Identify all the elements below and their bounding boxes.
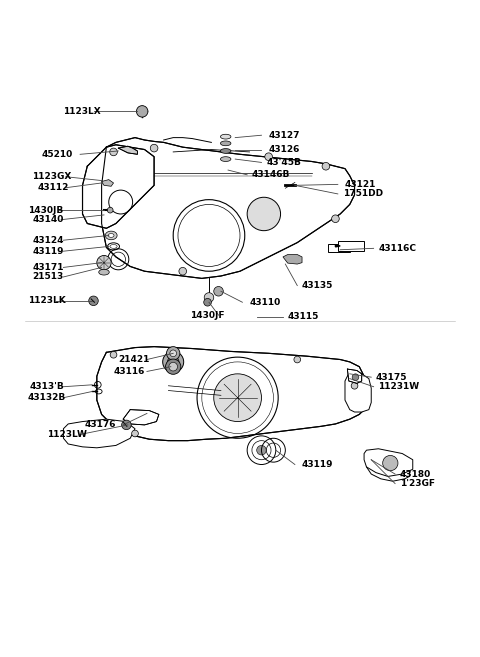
Ellipse shape xyxy=(220,134,231,139)
Text: 43175: 43175 xyxy=(376,373,408,382)
Text: 1123GX: 1123GX xyxy=(33,172,72,181)
Circle shape xyxy=(204,298,211,306)
Circle shape xyxy=(379,459,396,476)
Text: 43121: 43121 xyxy=(345,180,376,189)
Text: 43112: 43112 xyxy=(37,183,69,193)
Polygon shape xyxy=(102,179,114,187)
Text: 43119: 43119 xyxy=(33,246,64,256)
Text: 1123LW: 1123LW xyxy=(47,430,86,439)
Circle shape xyxy=(150,145,158,152)
Text: 43127: 43127 xyxy=(269,131,300,140)
Text: 43132B: 43132B xyxy=(28,393,66,402)
Text: 43110: 43110 xyxy=(250,298,281,307)
Polygon shape xyxy=(118,147,137,154)
FancyBboxPatch shape xyxy=(338,240,364,251)
Circle shape xyxy=(132,430,138,437)
Circle shape xyxy=(257,445,266,455)
Circle shape xyxy=(214,374,262,422)
Text: 11231W: 11231W xyxy=(378,382,420,391)
Circle shape xyxy=(322,162,330,170)
Text: 1430JF: 1430JF xyxy=(190,311,224,320)
Circle shape xyxy=(121,420,131,430)
Circle shape xyxy=(163,351,184,373)
Polygon shape xyxy=(102,137,355,279)
Circle shape xyxy=(89,296,98,306)
Polygon shape xyxy=(97,347,369,441)
Text: 4313'B: 4313'B xyxy=(30,382,65,391)
Circle shape xyxy=(97,256,111,270)
Polygon shape xyxy=(123,409,159,425)
Text: 43116: 43116 xyxy=(114,367,145,376)
Ellipse shape xyxy=(108,233,114,237)
Circle shape xyxy=(247,197,281,231)
Text: 1123LX: 1123LX xyxy=(63,107,101,116)
Text: 43146B: 43146B xyxy=(252,170,290,179)
Text: 1751DD: 1751DD xyxy=(343,189,383,198)
Text: 43135: 43135 xyxy=(302,281,334,290)
Circle shape xyxy=(136,106,148,117)
Polygon shape xyxy=(364,449,413,476)
Circle shape xyxy=(179,267,187,275)
FancyBboxPatch shape xyxy=(328,244,350,252)
Text: 43171: 43171 xyxy=(33,263,64,272)
Ellipse shape xyxy=(105,231,117,240)
Text: 43124: 43124 xyxy=(33,236,64,244)
Polygon shape xyxy=(336,245,340,247)
Circle shape xyxy=(170,350,177,357)
Ellipse shape xyxy=(220,148,231,153)
Text: 1430JB: 1430JB xyxy=(28,206,63,215)
Circle shape xyxy=(352,374,359,380)
Circle shape xyxy=(167,347,180,360)
Text: 43115: 43115 xyxy=(288,312,319,321)
Ellipse shape xyxy=(220,157,231,162)
Polygon shape xyxy=(345,371,371,412)
Text: 21513: 21513 xyxy=(33,273,64,281)
Polygon shape xyxy=(63,419,135,448)
Polygon shape xyxy=(366,455,409,481)
Circle shape xyxy=(265,153,273,160)
Polygon shape xyxy=(283,254,302,264)
Circle shape xyxy=(204,293,214,302)
Text: 21421: 21421 xyxy=(118,355,150,364)
Circle shape xyxy=(351,382,358,389)
Circle shape xyxy=(166,359,181,374)
Circle shape xyxy=(108,208,113,213)
Text: 43116C: 43116C xyxy=(378,244,416,253)
Text: 45210: 45210 xyxy=(42,150,73,159)
Circle shape xyxy=(110,351,117,358)
Polygon shape xyxy=(348,369,362,384)
Circle shape xyxy=(332,215,339,223)
Text: 43126: 43126 xyxy=(269,145,300,154)
Text: 1'23GF: 1'23GF xyxy=(400,479,435,488)
Text: 43180: 43180 xyxy=(400,470,431,478)
Ellipse shape xyxy=(220,141,231,146)
Text: 43176: 43176 xyxy=(85,420,117,430)
Circle shape xyxy=(214,286,223,296)
Ellipse shape xyxy=(99,269,109,275)
Circle shape xyxy=(168,356,179,368)
Text: 43140: 43140 xyxy=(33,215,64,224)
Text: 43119: 43119 xyxy=(302,460,334,469)
Text: 43'45B: 43'45B xyxy=(266,158,301,167)
Circle shape xyxy=(383,455,398,470)
Text: 1123LK: 1123LK xyxy=(28,296,65,306)
Circle shape xyxy=(169,363,178,371)
Circle shape xyxy=(294,356,300,363)
Polygon shape xyxy=(83,145,154,228)
Circle shape xyxy=(110,148,117,156)
